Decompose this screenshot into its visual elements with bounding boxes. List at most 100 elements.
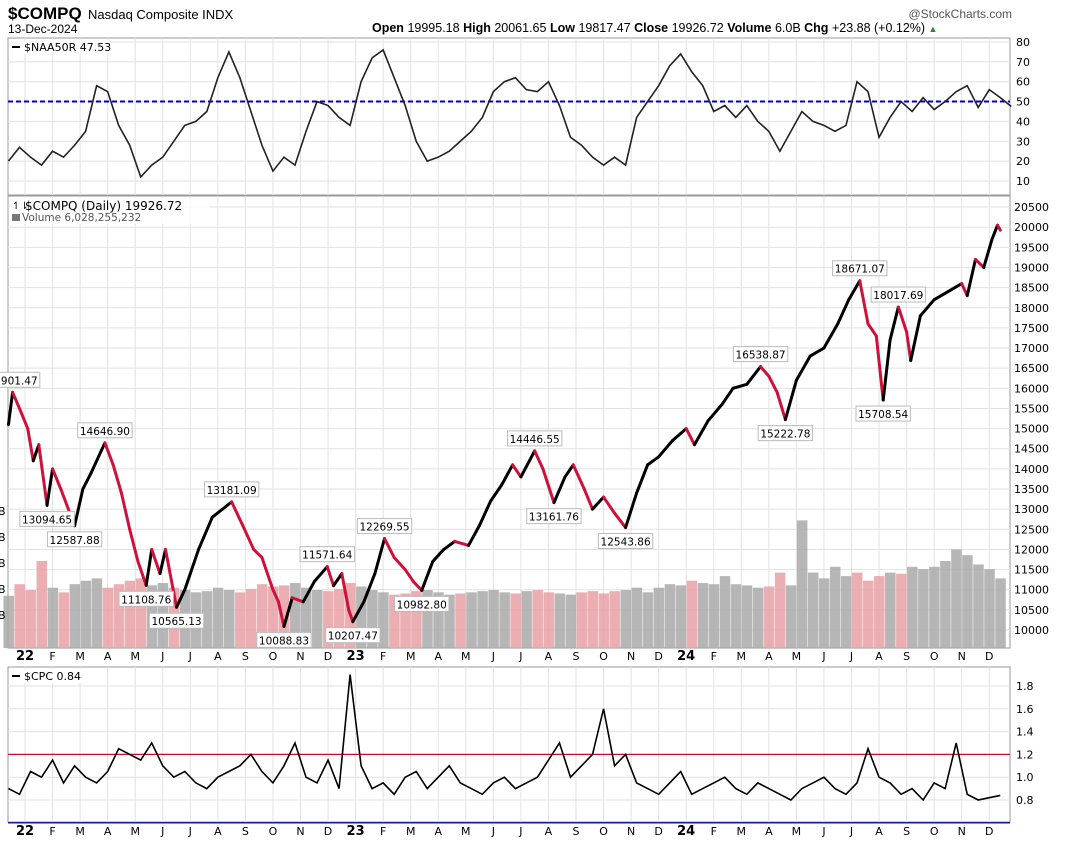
month-label: 24 (677, 649, 695, 664)
volume-bar (940, 561, 951, 648)
annotation-label: 12587.88 (50, 535, 100, 547)
volume-bar (499, 592, 510, 648)
price-segment (325, 565, 336, 588)
volume-bar (609, 591, 621, 648)
close-value: 19926.72 (671, 21, 724, 35)
month-label: O (930, 650, 939, 663)
volume-bar (223, 590, 235, 648)
brand-watermark: @StockCharts.com (908, 7, 1012, 21)
month-label: F (380, 650, 386, 663)
price-segment (260, 555, 275, 592)
price-segment (905, 330, 913, 363)
price-tick-label: 10000 (1014, 624, 1049, 637)
annotation-box (394, 595, 450, 612)
volume-bar (675, 585, 687, 648)
month-label: M (130, 650, 140, 663)
volume-bar (91, 578, 103, 648)
price-segment (183, 547, 201, 592)
month-label: A (104, 650, 112, 663)
open-label: Open (372, 21, 404, 35)
price-segment (241, 523, 256, 551)
volume-bar (256, 584, 268, 648)
month-label: J (821, 825, 825, 838)
price-segment (230, 500, 245, 527)
volume-bar (554, 593, 565, 648)
volume-bar (818, 578, 830, 648)
price-segment (932, 290, 950, 302)
volume-bar (323, 591, 334, 648)
month-label: 23 (347, 649, 365, 664)
price-segment (775, 390, 787, 422)
month-label: A (434, 825, 442, 838)
month-label: O (269, 650, 278, 663)
price-segment (670, 427, 688, 443)
volume-bar (25, 590, 37, 648)
price-segment (706, 402, 724, 423)
price-segment (373, 537, 387, 576)
annotation-box (855, 405, 911, 422)
price-segment (759, 365, 771, 378)
high-label: High (463, 21, 491, 35)
price-segment (73, 487, 85, 528)
month-label: J (188, 825, 192, 838)
volume-bar (973, 564, 984, 648)
naa-tick-label: 60 (1016, 76, 1030, 89)
annotation-label: 15222.78 (760, 429, 810, 441)
month-label: J (160, 825, 164, 838)
month-label: J (849, 650, 853, 663)
price-segment (252, 547, 264, 559)
month-label: D (985, 825, 993, 838)
price-annotation: 11108.76 (118, 590, 174, 607)
price-segment (136, 560, 148, 587)
price-segment (276, 600, 286, 628)
month-label: M (461, 650, 471, 663)
price-segment (411, 580, 424, 592)
cpc-tick-label: 0.8 (1016, 794, 1034, 807)
volume-bar (719, 576, 731, 648)
price-segment (511, 463, 523, 479)
volume-bar (995, 578, 1006, 648)
price-tick-label: 12500 (1014, 523, 1049, 536)
price-segment (613, 511, 628, 530)
annotation-label: 10088.83 (259, 635, 309, 647)
price-segment (111, 463, 123, 495)
price-tick-label: 13500 (1014, 483, 1049, 496)
annotation-box (506, 430, 563, 447)
price-tick-label: 15500 (1014, 402, 1049, 415)
price-segment (51, 467, 63, 491)
volume-bar (289, 583, 301, 648)
annotation-label: 10565.13 (151, 616, 201, 628)
annotation-box (870, 286, 927, 303)
volume-legend-icon (12, 214, 20, 221)
price-segment (312, 565, 329, 584)
low-label: Low (549, 21, 575, 35)
volume-axis-label: B (0, 505, 6, 518)
month-label: A (214, 825, 222, 838)
price-annotation: 10565.13 (148, 612, 205, 629)
price-segment (918, 298, 936, 318)
cpc-tick-label: 1.8 (1016, 680, 1034, 693)
price-tick-label: 14500 (1014, 443, 1049, 456)
volume-bar (389, 594, 400, 648)
price-segment (17, 406, 30, 431)
volume-bar (124, 580, 136, 648)
month-label: D (654, 825, 662, 838)
price-tick-label: 10500 (1014, 604, 1049, 617)
naa-tick-label: 70 (1016, 56, 1030, 69)
volume-bar (896, 573, 907, 648)
month-label: O (269, 825, 278, 838)
price-segment (467, 523, 482, 547)
volume-bar (697, 583, 709, 648)
naa50r-title: $NAA50R 47.53 (24, 41, 111, 54)
volume-bar (245, 588, 257, 648)
price-tick-label: 12000 (1014, 543, 1049, 556)
price-segment (519, 449, 537, 479)
volume-bar (422, 590, 433, 648)
volume-bar (3, 595, 14, 648)
annotation-label: 14446.55 (510, 434, 560, 446)
month-label: F (711, 650, 717, 663)
month-label: D (324, 650, 332, 663)
month-label: F (49, 650, 55, 663)
annotation-box (19, 510, 75, 527)
price-segment (144, 547, 154, 587)
